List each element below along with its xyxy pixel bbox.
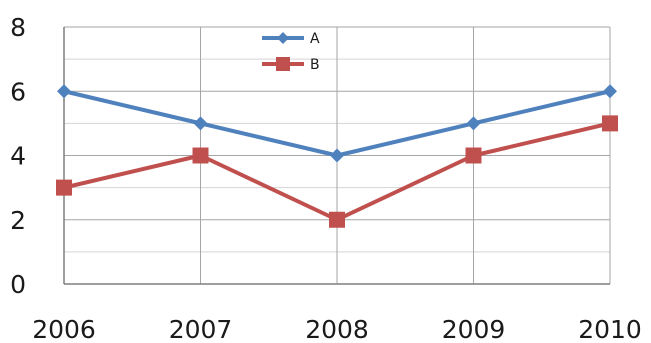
data-point-square [465, 147, 482, 164]
data-point-square [192, 147, 209, 164]
data-point-diamond [330, 148, 344, 163]
data-point-square [602, 115, 618, 132]
y-tick-label: 2 [10, 206, 26, 235]
legend-label: B [310, 57, 320, 73]
legend-item-a: A [262, 31, 320, 47]
x-tick-label: 2006 [32, 315, 96, 343]
y-tick-label: 6 [10, 77, 26, 106]
data-point-diamond [193, 116, 208, 131]
data-point-square [56, 179, 72, 196]
y-tick-label: 4 [10, 142, 26, 171]
data-point-diamond [466, 116, 481, 131]
data-point-square [329, 211, 345, 228]
x-tick-label: 2008 [305, 315, 369, 343]
y-tick-label: 8 [10, 13, 26, 42]
legend-item-b: B [262, 57, 320, 73]
x-axis-ticks: 2006 2007 2008 2009 2010 [32, 315, 642, 343]
x-tick-label: 2009 [442, 315, 506, 343]
legend-label: A [310, 31, 320, 47]
y-axis-ticks: 0 2 4 6 8 [10, 13, 26, 299]
series-layer [56, 84, 618, 228]
legend: AB [262, 31, 320, 73]
x-tick-label: 2010 [578, 315, 642, 343]
legend-marker-square [276, 57, 290, 71]
legend-marker-diamond [277, 32, 289, 44]
x-tick-label: 2007 [169, 315, 233, 343]
y-tick-label: 0 [10, 270, 26, 299]
series-a [57, 84, 617, 163]
series-b [56, 115, 618, 228]
data-point-diamond [603, 84, 617, 99]
data-point-diamond [57, 84, 71, 99]
